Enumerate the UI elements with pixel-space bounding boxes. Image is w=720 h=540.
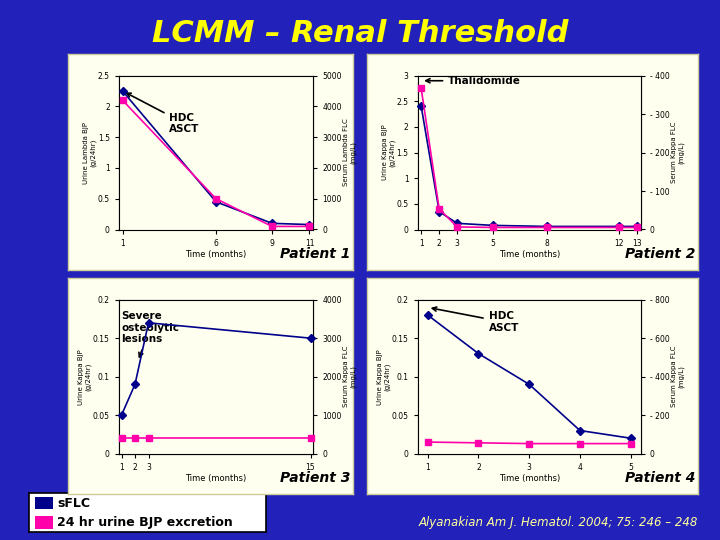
Text: sFLC: sFLC: [58, 497, 90, 510]
Y-axis label: Serum Kappa FLC
(mg/L): Serum Kappa FLC (mg/L): [671, 346, 685, 407]
Text: HDC
ASCT: HDC ASCT: [432, 307, 519, 333]
Y-axis label: Urine Kappa BJP
(g/24hr): Urine Kappa BJP (g/24hr): [377, 349, 390, 404]
Text: Alyanakian Am J. Hematol. 2004; 75: 246 – 248: Alyanakian Am J. Hematol. 2004; 75: 246 …: [419, 516, 698, 529]
Text: Severe
osteolytic
lesions: Severe osteolytic lesions: [122, 311, 179, 357]
X-axis label: Time (months): Time (months): [498, 475, 560, 483]
Y-axis label: Urine Kappa BJP
(g/24hr): Urine Kappa BJP (g/24hr): [382, 125, 395, 180]
Text: Thalidomide: Thalidomide: [426, 76, 521, 86]
X-axis label: Time (months): Time (months): [185, 251, 247, 259]
Bar: [35, 516, 53, 529]
Text: Patient 4: Patient 4: [625, 471, 695, 485]
Y-axis label: Urine Kappa BJP
(g/24hr): Urine Kappa BJP (g/24hr): [78, 349, 91, 404]
Text: Patient 2: Patient 2: [625, 247, 695, 261]
Text: Patient 3: Patient 3: [279, 471, 350, 485]
Bar: [35, 497, 53, 509]
Y-axis label: Serum Kappa FLC
(mg/L): Serum Kappa FLC (mg/L): [343, 346, 356, 407]
Text: Patient 1: Patient 1: [279, 247, 350, 261]
Y-axis label: Serum Lambda FLC
(mg/L): Serum Lambda FLC (mg/L): [343, 119, 356, 186]
X-axis label: Time (months): Time (months): [185, 475, 247, 483]
Text: LCMM – Renal Threshold: LCMM – Renal Threshold: [152, 19, 568, 48]
Y-axis label: Serum Kappa FLC
(mg/L): Serum Kappa FLC (mg/L): [671, 122, 685, 183]
Text: 24 hr urine BJP excretion: 24 hr urine BJP excretion: [58, 516, 233, 529]
Text: HDC
ASCT: HDC ASCT: [127, 93, 199, 134]
Y-axis label: Urine Lambda BJP
(g/24hr): Urine Lambda BJP (g/24hr): [83, 122, 96, 184]
X-axis label: Time (months): Time (months): [498, 251, 560, 259]
